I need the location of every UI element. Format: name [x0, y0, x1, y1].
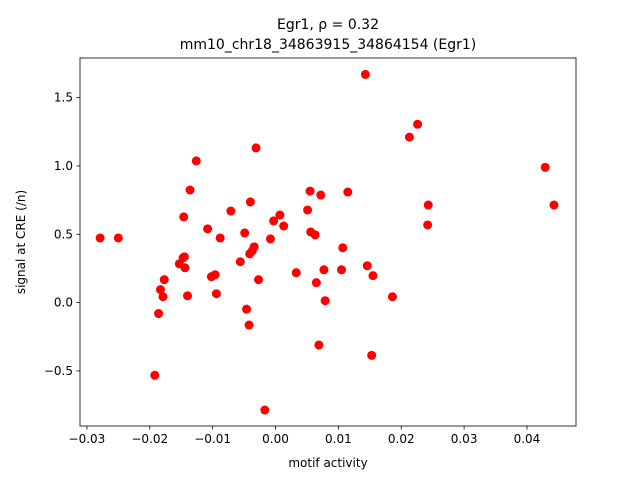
data-point	[540, 162, 550, 172]
data-point	[291, 268, 301, 278]
data-point	[404, 132, 414, 142]
data-point	[269, 216, 279, 226]
data-point	[211, 289, 221, 299]
data-point	[549, 200, 559, 210]
data-point	[158, 292, 168, 302]
data-point	[95, 233, 105, 243]
x-tick-label: 0.01	[325, 432, 352, 446]
data-point	[319, 265, 329, 275]
data-point	[150, 370, 160, 380]
data-point	[155, 285, 165, 295]
data-point	[179, 212, 189, 222]
data-point	[314, 340, 324, 350]
y-tick-label: 0.0	[54, 296, 73, 310]
chart-title-line2: mm10_chr18_34863915_34864154 (Egr1)	[180, 37, 477, 53]
y-axis-label: signal at CRE (/n)	[14, 190, 28, 294]
plot-frame	[79, 57, 577, 427]
y-tick-label: 0.5	[54, 227, 73, 241]
data-point	[279, 221, 289, 231]
data-point	[343, 187, 353, 197]
x-tick-label: 0.00	[262, 432, 289, 446]
data-point	[413, 119, 423, 129]
data-points	[95, 69, 559, 415]
data-point	[191, 156, 201, 166]
data-point	[185, 185, 195, 195]
data-point	[367, 350, 377, 360]
data-point	[423, 200, 433, 210]
data-point	[159, 275, 169, 285]
y-tick-label: 1.0	[54, 159, 73, 173]
data-point	[338, 243, 348, 253]
data-point	[360, 69, 370, 79]
data-point	[249, 242, 259, 252]
y-tick-label: −0.5	[44, 364, 73, 378]
y-tick-label: 1.5	[54, 91, 73, 105]
data-point	[215, 233, 225, 243]
data-point	[368, 271, 378, 281]
data-point	[240, 228, 250, 238]
data-point	[303, 205, 313, 215]
data-point	[311, 278, 321, 288]
data-point	[316, 190, 326, 200]
x-axis-label: motif activity	[288, 456, 367, 470]
x-tick-label: −0.01	[194, 432, 231, 446]
data-point	[245, 197, 255, 207]
x-tick-label: 0.04	[514, 432, 541, 446]
data-point	[179, 252, 189, 262]
x-axis-ticks: −0.03 −0.02 −0.01 0.00 0.01 0.02 0.03 0.04	[69, 426, 541, 446]
x-tick-label: −0.03	[69, 432, 106, 446]
data-point	[310, 230, 320, 240]
data-point	[251, 143, 261, 153]
data-point	[210, 270, 220, 280]
data-point	[387, 292, 397, 302]
data-point	[265, 234, 275, 244]
data-point	[362, 261, 372, 271]
data-point	[305, 186, 315, 196]
data-point	[226, 206, 236, 216]
data-point	[320, 296, 330, 306]
data-point	[244, 320, 254, 330]
y-axis-ticks: −0.5 0.0 0.5 1.0 1.5	[44, 91, 80, 378]
data-point	[180, 263, 190, 273]
data-point	[182, 291, 192, 301]
chart-title-line1: Egr1, ρ = 0.32	[277, 17, 379, 33]
data-point	[242, 304, 252, 314]
data-point	[275, 210, 285, 220]
data-point	[260, 405, 270, 415]
x-tick-label: 0.03	[451, 432, 478, 446]
data-point	[203, 224, 213, 234]
data-point	[337, 265, 347, 275]
x-tick-label: 0.02	[388, 432, 415, 446]
data-point	[254, 275, 264, 285]
x-tick-label: −0.02	[131, 432, 168, 446]
data-point	[235, 257, 245, 267]
data-point	[113, 233, 123, 243]
data-point	[423, 220, 433, 230]
data-point	[154, 309, 164, 319]
